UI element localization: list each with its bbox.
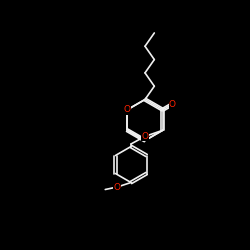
Text: O: O [141, 132, 148, 141]
Text: O: O [169, 100, 176, 109]
Text: O: O [124, 105, 131, 114]
Text: O: O [114, 182, 121, 192]
